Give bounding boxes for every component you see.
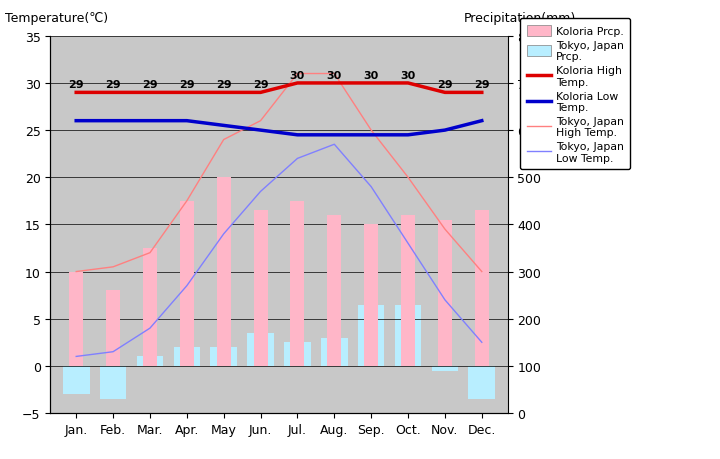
Line: Koloria Low
Temp.: Koloria Low Temp. [76, 121, 482, 135]
Tokyo, Japan
Low Temp. [330, 142, 338, 148]
Tokyo, Japan
Low Temp. [182, 283, 191, 289]
Bar [284, 342, 311, 366]
Tokyo, Japan
High Temp. [220, 137, 228, 143]
Koloria High
Temp. [256, 90, 265, 96]
Bar [247, 333, 274, 366]
Koloria High
Temp. [293, 81, 302, 86]
Text: 29: 29 [105, 80, 121, 90]
Koloria Low
Temp. [145, 118, 154, 124]
Text: 30: 30 [364, 71, 379, 80]
Koloria High
Temp. [220, 90, 228, 96]
Bar [210, 347, 237, 366]
Koloria High
Temp. [441, 90, 449, 96]
Koloria Low
Temp. [330, 133, 338, 138]
Tokyo, Japan
High Temp. [330, 72, 338, 77]
Tokyo, Japan
High Temp. [145, 250, 154, 256]
Tokyo, Japan
Low Temp. [367, 185, 376, 190]
Text: 29: 29 [437, 80, 453, 90]
Tokyo, Japan
High Temp. [367, 128, 376, 134]
Tokyo, Japan
Low Temp. [293, 156, 302, 162]
Bar [180, 202, 194, 366]
Bar [358, 305, 384, 366]
Koloria Low
Temp. [477, 118, 486, 124]
Tokyo, Japan
Low Temp. [72, 354, 81, 359]
Bar [431, 366, 458, 371]
Text: 29: 29 [216, 80, 232, 90]
Koloria High
Temp. [330, 81, 338, 86]
Bar [328, 215, 341, 366]
Koloria High
Temp. [367, 81, 376, 86]
Koloria Low
Temp. [256, 128, 265, 134]
Bar [290, 202, 305, 366]
Text: 29: 29 [142, 80, 158, 90]
Bar [395, 305, 421, 366]
Bar [401, 215, 415, 366]
Bar [100, 366, 127, 399]
Bar [253, 211, 268, 366]
Koloria High
Temp. [477, 90, 486, 96]
Bar [174, 347, 200, 366]
Tokyo, Japan
High Temp. [293, 72, 302, 77]
Bar [106, 291, 120, 366]
Line: Tokyo, Japan
High Temp.: Tokyo, Japan High Temp. [76, 74, 482, 272]
Tokyo, Japan
High Temp. [72, 269, 81, 274]
Bar [69, 272, 84, 366]
Line: Tokyo, Japan
Low Temp.: Tokyo, Japan Low Temp. [76, 145, 482, 357]
Bar [474, 211, 489, 366]
Koloria Low
Temp. [404, 133, 413, 138]
Koloria Low
Temp. [367, 133, 376, 138]
Bar [63, 366, 89, 394]
Text: 30: 30 [290, 71, 305, 80]
Koloria High
Temp. [145, 90, 154, 96]
Tokyo, Japan
Low Temp. [109, 349, 117, 355]
Tokyo, Japan
High Temp. [182, 199, 191, 204]
Tokyo, Japan
Low Temp. [441, 297, 449, 303]
Text: 30: 30 [400, 71, 415, 80]
Koloria Low
Temp. [109, 118, 117, 124]
Text: Precipitation(mm): Precipitation(mm) [464, 12, 576, 25]
Text: 29: 29 [179, 80, 194, 90]
Koloria High
Temp. [404, 81, 413, 86]
Koloria Low
Temp. [441, 128, 449, 134]
Text: 29: 29 [474, 80, 490, 90]
Tokyo, Japan
Low Temp. [256, 189, 265, 195]
Tokyo, Japan
High Temp. [441, 227, 449, 232]
Koloria High
Temp. [109, 90, 117, 96]
Bar [438, 220, 452, 366]
Text: 29: 29 [68, 80, 84, 90]
Text: Temperature(℃): Temperature(℃) [4, 12, 108, 25]
Bar [217, 178, 230, 366]
Bar [364, 225, 378, 366]
Bar [321, 338, 348, 366]
Koloria Low
Temp. [72, 118, 81, 124]
Text: 30: 30 [327, 71, 342, 80]
Tokyo, Japan
High Temp. [256, 118, 265, 124]
Line: Koloria High
Temp.: Koloria High Temp. [76, 84, 482, 93]
Koloria High
Temp. [72, 90, 81, 96]
Bar [137, 357, 163, 366]
Text: 29: 29 [253, 80, 269, 90]
Tokyo, Japan
Low Temp. [477, 340, 486, 345]
Koloria High
Temp. [182, 90, 191, 96]
Tokyo, Japan
Low Temp. [220, 231, 228, 237]
Tokyo, Japan
High Temp. [109, 264, 117, 270]
Tokyo, Japan
Low Temp. [145, 325, 154, 331]
Koloria Low
Temp. [293, 133, 302, 138]
Bar [143, 248, 157, 366]
Tokyo, Japan
High Temp. [404, 175, 413, 180]
Tokyo, Japan
High Temp. [477, 269, 486, 274]
Bar [469, 366, 495, 399]
Koloria Low
Temp. [182, 118, 191, 124]
Koloria Low
Temp. [220, 123, 228, 129]
Tokyo, Japan
Low Temp. [404, 241, 413, 246]
Legend: Koloria Prcp., Tokyo, Japan
Prcp., Koloria High
Temp., Koloria Low
Temp., Tokyo,: Koloria Prcp., Tokyo, Japan Prcp., Kolor… [521, 19, 630, 170]
